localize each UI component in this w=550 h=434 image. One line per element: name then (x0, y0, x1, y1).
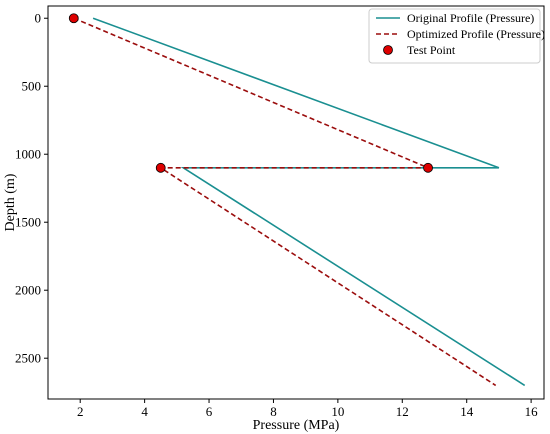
x-tick-label: 4 (141, 404, 148, 419)
x-tick-label: 2 (77, 404, 84, 419)
y-tick-label: 2500 (15, 351, 41, 366)
y-tick-label: 500 (22, 79, 42, 94)
plot-lines (73, 17, 526, 387)
legend-label-original-profile: Original Profile (Pressure) (407, 11, 534, 25)
y-tick-label: 1500 (15, 215, 41, 230)
legend-swatch-test-point (383, 45, 393, 55)
y-axis-label: Depth (m) (3, 173, 18, 231)
legend: Original Profile (Pressure) Optimized Pr… (368, 8, 545, 64)
x-axis-ticks: 2 4 6 8 10 12 14 16 (77, 399, 538, 419)
plot-frame (47, 5, 545, 400)
legend-label-optimized-profile: Optimized Profile (Pressure) (407, 27, 545, 41)
x-axis-label: Pressure (MPa) (253, 418, 340, 433)
optimized-profile-line (73, 17, 497, 387)
test-point-marker (68, 13, 79, 24)
y-tick-label: 1000 (15, 147, 41, 162)
legend-box (368, 8, 541, 64)
y-tick-label: 2000 (15, 283, 41, 298)
test-point-marker (423, 162, 433, 173)
x-tick-label: 8 (270, 404, 277, 419)
x-tick-label: 10 (331, 404, 344, 419)
test-point-marker (155, 162, 166, 173)
x-tick-label: 14 (460, 404, 474, 419)
y-axis-ticks: 0 500 1000 1500 2000 2500 (15, 11, 48, 366)
x-tick-label: 12 (396, 404, 409, 419)
plot-markers (68, 13, 433, 173)
x-tick-label: 16 (525, 404, 539, 419)
original-profile-line (92, 17, 526, 387)
x-tick-label: 6 (206, 404, 213, 419)
y-tick-label: 0 (35, 11, 42, 26)
legend-label-test-point: Test Point (407, 43, 456, 57)
